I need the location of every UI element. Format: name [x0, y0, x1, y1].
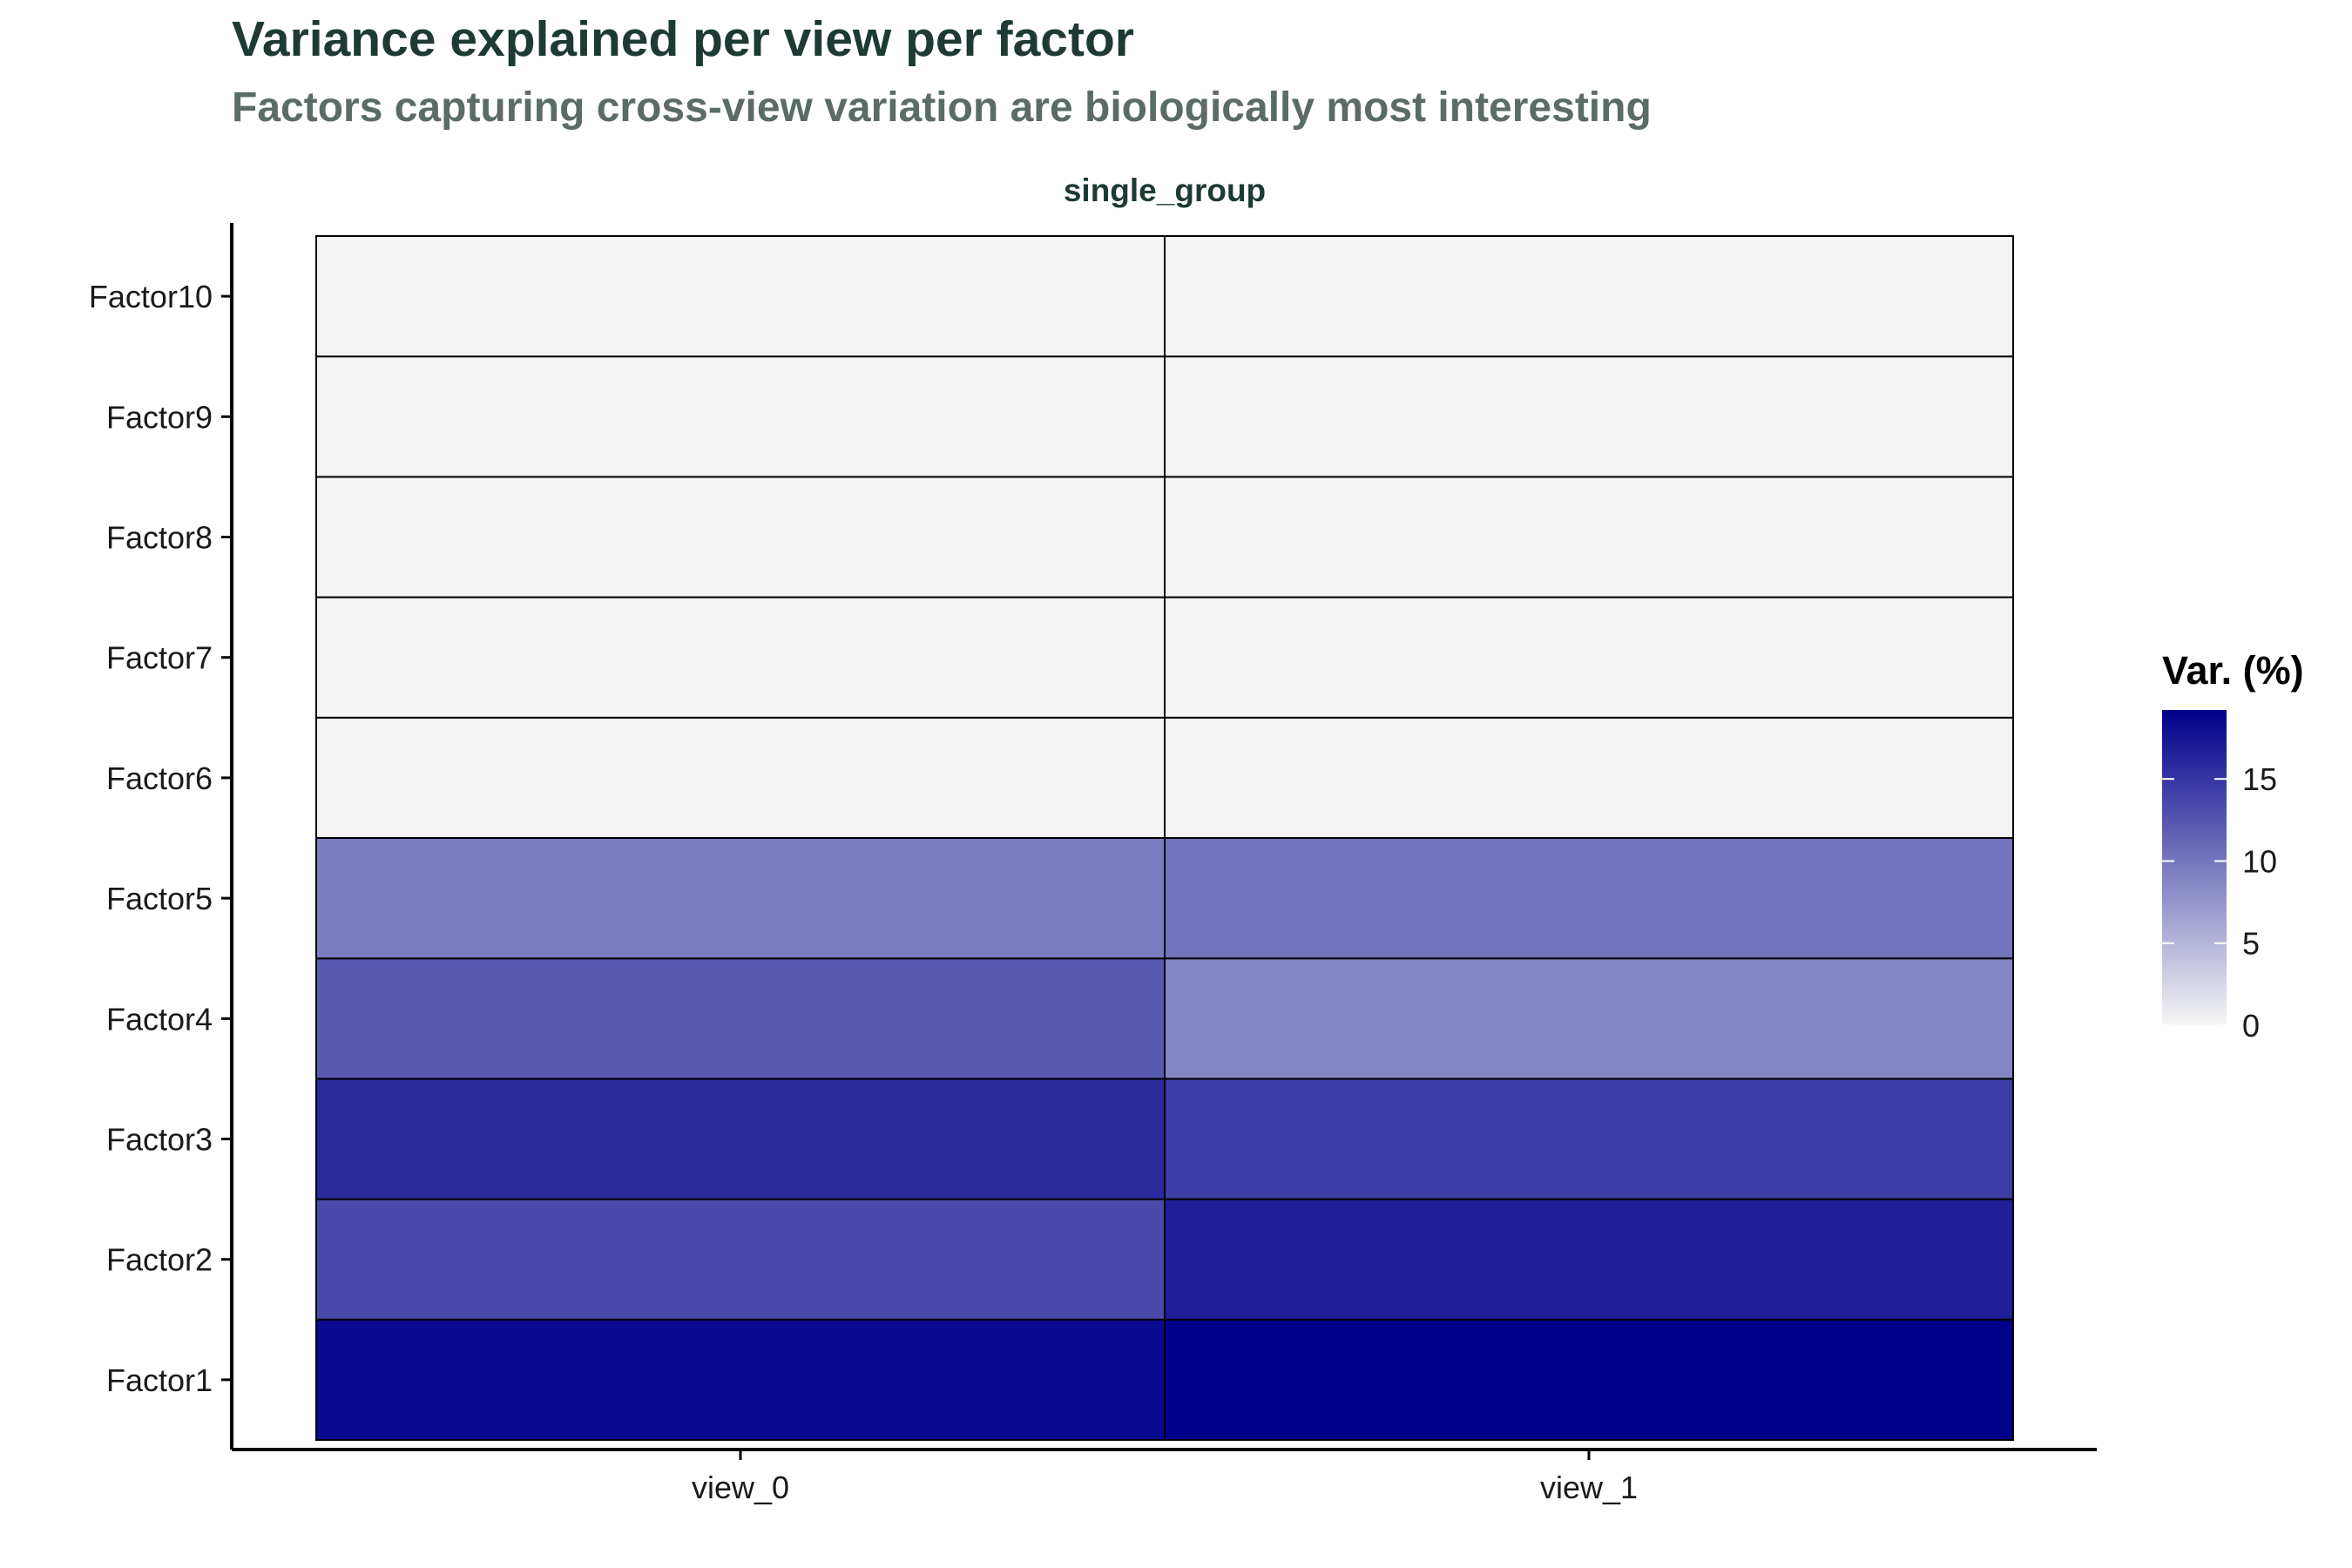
heatmap-cell-factor8-view-1 [1164, 476, 2014, 598]
legend-title: Var. (%) [2162, 648, 2304, 693]
heatmap-cell-factor3-view-1 [1164, 1078, 2014, 1200]
x-axis: view_0 view_1 [232, 1448, 2097, 1505]
heatmap-cell-factor8-view-0 [315, 476, 1166, 598]
heatmap-cell-factor2-view-0 [315, 1198, 1166, 1321]
heatmap-cell-factor6-view-1 [1164, 716, 2014, 839]
chart-title: Variance explained per view per factor [232, 11, 1134, 67]
heatmap-cell-factor6-view-0 [315, 716, 1166, 839]
legend-tick-label: 0 [2242, 1008, 2260, 1044]
heatmap-cell-factor5-view-1 [1164, 837, 2014, 960]
x-tick-label-view-1: view_1 [1540, 1470, 1638, 1505]
y-tick-label-factor2: Factor2 [106, 1242, 213, 1278]
heatmap-cell-factor2-view-1 [1164, 1198, 2014, 1321]
y-tick-label-factor10: Factor10 [89, 279, 213, 314]
heatmap-cell-factor3-view-0 [315, 1078, 1166, 1200]
chart-subtitle: Factors capturing cross-view variation a… [232, 84, 1652, 131]
legend-tick-label: 15 [2242, 761, 2277, 797]
legend-tick-label: 10 [2242, 843, 2277, 879]
heatmap-cell-factor7-view-1 [1164, 596, 2014, 719]
heatmap-cell-factor1-view-0 [315, 1318, 1166, 1442]
legend-tick-label: 5 [2242, 926, 2260, 962]
heatmap-cell-factor9-view-0 [315, 355, 1166, 478]
y-tick-label-factor4: Factor4 [106, 1001, 213, 1037]
heatmap-cells [315, 235, 2014, 1442]
y-tick-label-factor1: Factor1 [106, 1362, 213, 1398]
heatmap-cell-factor9-view-1 [1164, 355, 2014, 478]
heatmap-cell-factor10-view-0 [315, 235, 1166, 358]
heatmap-cell-factor7-view-0 [315, 596, 1166, 719]
x-tick-label-view-0: view_0 [692, 1470, 789, 1505]
heatmap-cell-factor5-view-0 [315, 837, 1166, 960]
heatmap-cell-factor4-view-1 [1164, 957, 2014, 1080]
facet-label: single_group [1064, 172, 1266, 208]
y-tick-label-factor6: Factor6 [106, 760, 213, 796]
y-tick-label-factor9: Factor9 [106, 399, 213, 435]
y-tick-label-factor3: Factor3 [106, 1122, 213, 1158]
y-axis: Factor1 Factor2 Factor3 Factor4 Factor5 Facto… [89, 223, 233, 1450]
legend-ticks: 0 5 10 15 [2162, 761, 2277, 1044]
heatmap-cell-factor10-view-1 [1164, 235, 2014, 358]
heatmap-cell-factor1-view-1 [1164, 1318, 2014, 1442]
color-legend: Var. (%) 0 5 10 15 [2162, 648, 2304, 1044]
y-tick-label-factor7: Factor7 [106, 640, 213, 676]
heatmap-cell-factor4-view-0 [315, 957, 1166, 1080]
y-tick-label-factor8: Factor8 [106, 520, 213, 556]
legend-color-bar [2162, 710, 2227, 1025]
y-tick-label-factor5: Factor5 [106, 881, 213, 916]
